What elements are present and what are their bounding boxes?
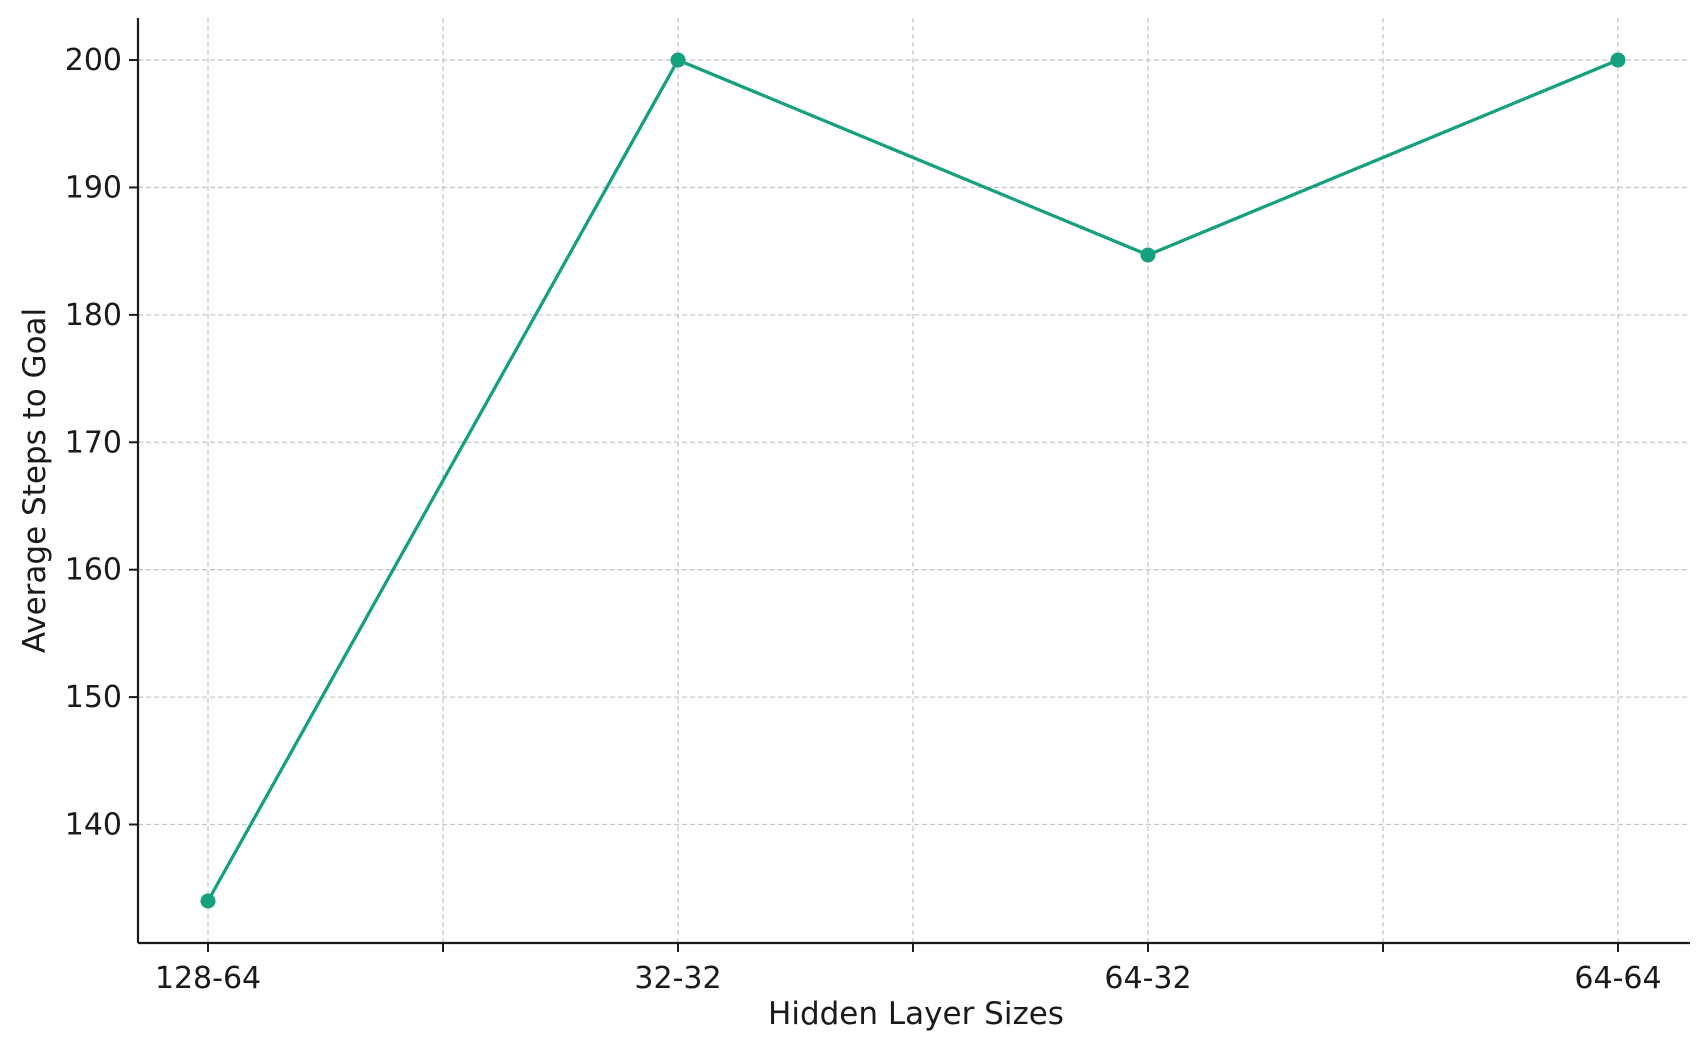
y-tick-label: 200: [65, 43, 122, 78]
x-tick-label: 64-32: [1104, 961, 1191, 996]
data-point: [1610, 52, 1626, 68]
gridlines: [138, 18, 1690, 943]
y-tick-label: 160: [65, 553, 122, 588]
y-tick-label: 150: [65, 680, 122, 715]
axis-labels: Hidden Layer Sizes Average Steps to Goal: [17, 308, 1064, 1032]
y-tick-label: 140: [65, 808, 122, 843]
y-tick-label: 170: [65, 425, 122, 460]
x-axis-label: Hidden Layer Sizes: [768, 996, 1064, 1032]
data-point: [670, 52, 686, 68]
series-line: [206, 58, 1619, 902]
x-tick-label: 64-64: [1574, 961, 1661, 996]
y-tick-label: 190: [65, 170, 122, 205]
axes: 140 150 160 170 180 190 200 128-64 32-32 64-32 64-…: [65, 18, 1690, 996]
x-tick-label: 32-32: [634, 961, 721, 996]
y-axis-label: Average Steps to Goal: [17, 308, 53, 653]
y-tick-label: 180: [65, 298, 122, 333]
x-tick-label: 128-64: [155, 961, 261, 996]
data-point: [1140, 247, 1156, 263]
data-point: [200, 893, 216, 909]
series: [200, 52, 1626, 909]
